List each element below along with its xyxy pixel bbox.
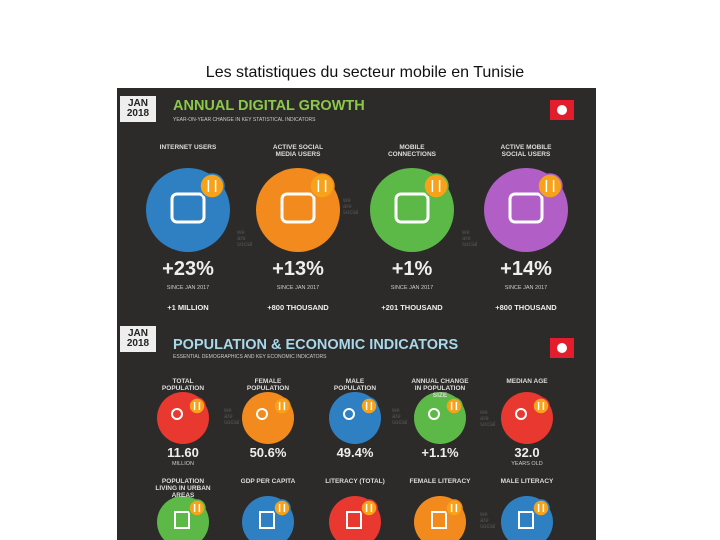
section-title: POPULATION & ECONOMIC INDICATORS [173, 337, 459, 353]
since-label: SINCE JAN 2017 [390, 285, 434, 291]
slide-title: Les statistiques du secteur mobile en Tu… [205, 64, 525, 81]
icon-glyph [346, 511, 362, 529]
date-badge: JAN 2018 [120, 326, 156, 352]
icon-glyph [259, 511, 275, 529]
change-badge [273, 499, 291, 517]
section-subtitle: ESSENTIAL DEMOGRAPHICS AND KEY ECONOMIC … [173, 354, 327, 360]
watermark: we are social [237, 230, 253, 248]
absolute-change: +800 THOUSAND [495, 303, 557, 312]
icon-glyph [171, 408, 183, 420]
change-badge [188, 397, 206, 415]
icon-glyph [280, 192, 316, 224]
change-badge [445, 499, 463, 517]
indicator-label: LITERACY (TOTAL) [325, 478, 385, 485]
indicator-label: MALE LITERACY [500, 478, 554, 485]
section-title: ANNUAL DIGITAL GROWTH [173, 98, 365, 114]
indicator-value: 11.60 [167, 445, 199, 460]
change-badge [273, 397, 291, 415]
indicator-label: GDP PER CAPITA [240, 478, 296, 485]
section-subtitle: YEAR-ON-YEAR CHANGE IN KEY STATISTICAL I… [173, 117, 316, 123]
indicator-label: ACTIVE MOBILE SOCIAL USERS [500, 144, 552, 158]
watermark: we are social [480, 512, 496, 530]
change-badge [532, 499, 550, 517]
indicator-label: POPULATION LIVING IN URBAN AREAS [155, 478, 211, 499]
growth-value: +23% [162, 258, 214, 280]
change-badge [532, 397, 550, 415]
growth-value: +14% [500, 258, 552, 280]
watermark: we are social [343, 198, 359, 216]
since-label: SINCE JAN 2017 [504, 285, 548, 291]
icon-glyph [508, 192, 544, 224]
change-badge [360, 499, 378, 517]
indicator-label: MOBILE CONNECTIONS [387, 144, 437, 158]
indicator-label: MEDIAN AGE [506, 378, 548, 385]
icon-glyph [343, 408, 355, 420]
indicator-label: MALE POPULATION [333, 378, 377, 392]
indicator-label: ACTIVE SOCIAL MEDIA USERS [272, 144, 324, 158]
icon-glyph [174, 511, 190, 529]
indicator-unit: MILLION [171, 461, 194, 467]
indicator-label: FEMALE POPULATION [246, 378, 290, 392]
indicator-value: +1.1% [421, 445, 459, 460]
indicator-label: INTERNET USERS [159, 144, 217, 151]
change-badge [445, 397, 463, 415]
icon-glyph [170, 192, 206, 224]
change-badge [423, 173, 449, 199]
icon-glyph [394, 192, 430, 224]
indicator-value: 50.6% [249, 445, 287, 460]
change-badge [360, 397, 378, 415]
absolute-change: +800 THOUSAND [267, 303, 329, 312]
since-label: SINCE JAN 2017 [276, 285, 320, 291]
infographic-shapes [146, 100, 574, 540]
change-badge [188, 499, 206, 517]
indicator-label: TOTAL POPULATION [161, 378, 205, 392]
icon-glyph [256, 408, 268, 420]
watermark: we are social [462, 230, 478, 248]
icon-glyph [431, 511, 447, 529]
date-badge: JAN 2018 [120, 96, 156, 122]
absolute-change: +201 THOUSAND [381, 303, 443, 312]
icon-glyph [428, 408, 440, 420]
change-badge [537, 173, 563, 199]
indicator-unit: YEARS OLD [511, 461, 543, 467]
change-badge [309, 173, 335, 199]
indicator-value: 32.0 [514, 445, 540, 460]
indicator-label: FEMALE LITERACY [409, 478, 471, 485]
icon-glyph [515, 408, 527, 420]
infographic: JAN 2018 ANNUAL DIGITAL GROWTH YEAR-ON-Y… [117, 88, 596, 540]
flag-emblem [557, 105, 567, 115]
growth-value: +13% [272, 258, 324, 280]
absolute-change: +1 MILLION [167, 303, 209, 312]
watermark: we are social [224, 408, 240, 426]
watermark: we are social [392, 408, 408, 426]
indicator-label: ANNUAL CHANGE IN POPULATION SIZE [411, 378, 469, 399]
flag-emblem [557, 343, 567, 353]
since-label: SINCE JAN 2017 [166, 285, 210, 291]
growth-value: +1% [391, 258, 433, 280]
change-badge [199, 173, 225, 199]
icon-glyph [518, 511, 534, 529]
watermark: we are social [480, 410, 496, 428]
indicator-value: 49.4% [336, 445, 374, 460]
